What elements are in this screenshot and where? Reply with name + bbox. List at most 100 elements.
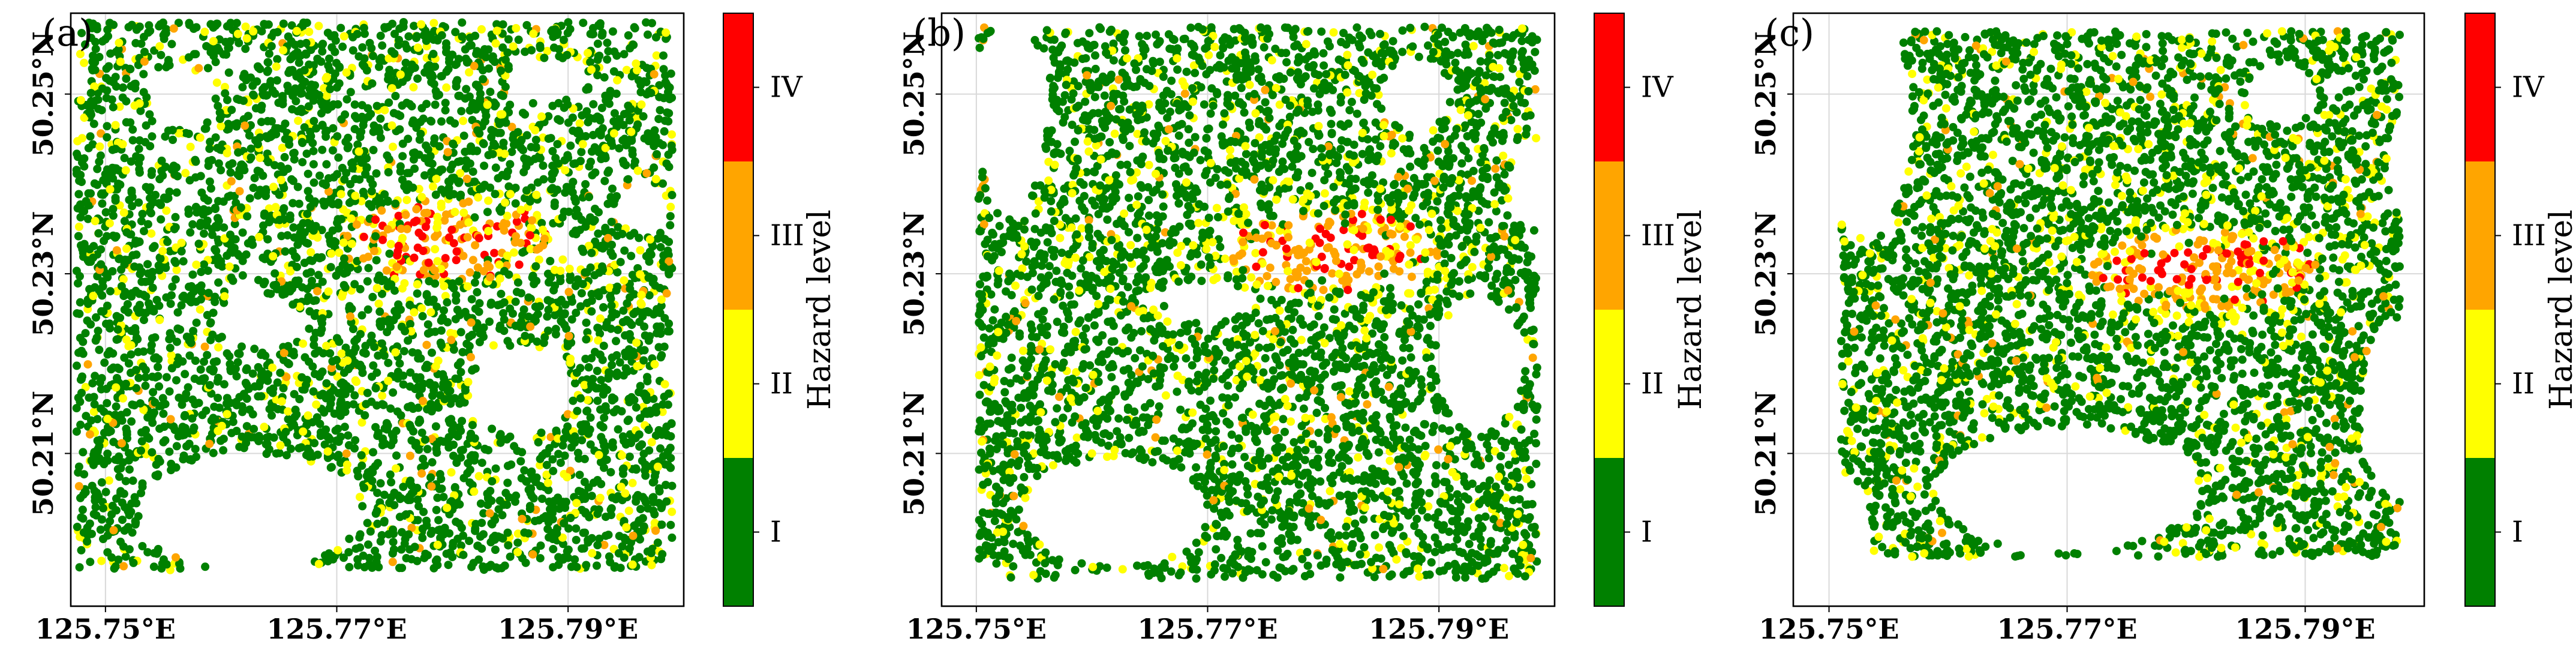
data-point-level-I — [584, 83, 593, 92]
data-point-level-I — [405, 382, 414, 391]
data-point-level-I — [164, 126, 173, 135]
data-point-level-I — [545, 497, 554, 506]
data-point-level-I — [536, 554, 545, 563]
data-point-level-I — [666, 212, 675, 221]
data-point-level-II — [587, 65, 596, 74]
data-point-level-II — [506, 190, 515, 199]
data-point-level-II — [637, 290, 646, 299]
data-point-level-I — [616, 257, 625, 266]
data-point-level-I — [291, 405, 300, 414]
data-point-level-I — [74, 279, 82, 288]
data-point-level-I — [640, 322, 649, 331]
data-point-level-I — [479, 74, 488, 83]
data-point-level-I — [506, 552, 515, 561]
data-point-level-I — [413, 289, 422, 298]
data-point-level-I — [433, 493, 442, 502]
data-point-level-I — [173, 308, 182, 317]
data-point-level-II — [474, 472, 483, 481]
data-point-level-IV — [424, 258, 433, 267]
data-point-level-I — [86, 132, 95, 141]
data-point-level-I — [429, 564, 438, 573]
data-point-level-I — [238, 83, 247, 92]
data-point-level-I — [148, 283, 157, 292]
data-point-level-I — [662, 422, 671, 431]
data-point-level-II — [209, 37, 218, 46]
data-point-level-I — [225, 161, 234, 169]
data-point-level-I — [205, 381, 214, 390]
data-point-level-I — [369, 121, 378, 130]
data-point-level-I — [145, 21, 154, 30]
data-point-level-I — [242, 422, 251, 431]
data-point-level-II — [484, 196, 493, 205]
data-point-level-I — [73, 522, 82, 531]
data-point-level-I — [653, 538, 662, 547]
data-point-level-III — [498, 221, 507, 230]
data-point-level-III — [430, 266, 439, 275]
data-point-level-I — [635, 442, 644, 451]
data-point-level-I — [217, 166, 226, 175]
data-point-level-I — [108, 501, 117, 510]
data-point-level-I — [143, 220, 152, 229]
data-point-level-I — [349, 348, 358, 357]
data-point-level-I — [151, 333, 160, 342]
data-point-level-I — [491, 190, 500, 199]
data-point-level-I — [257, 118, 266, 127]
data-point-level-III — [392, 262, 401, 271]
data-point-level-I — [642, 64, 651, 73]
data-point-level-I — [254, 63, 263, 72]
data-point-level-I — [468, 98, 477, 107]
data-point-level-I — [465, 537, 474, 546]
data-point-level-II — [196, 305, 205, 314]
data-point-level-I — [122, 408, 131, 417]
data-point-level-II — [268, 363, 277, 372]
data-point-level-I — [187, 298, 196, 307]
data-point-level-IV — [421, 223, 430, 231]
data-point-level-I — [606, 193, 615, 202]
data-point-level-I — [211, 203, 220, 212]
data-point-level-I — [185, 176, 194, 185]
data-point-level-I — [124, 23, 133, 32]
data-point-level-I — [504, 541, 513, 550]
data-point-level-I — [576, 226, 584, 234]
data-point-level-II — [483, 100, 492, 109]
data-point-level-I — [585, 113, 594, 122]
data-point-level-II — [633, 65, 641, 74]
data-point-level-I — [86, 558, 95, 567]
data-point-level-II — [354, 147, 363, 156]
panel-label: (a) — [42, 11, 93, 55]
data-point-level-I — [279, 384, 288, 393]
data-point-level-II — [322, 342, 331, 351]
data-point-level-I — [103, 456, 112, 465]
data-point-level-I — [501, 118, 510, 127]
data-point-level-II — [636, 270, 645, 279]
data-point-level-I — [563, 29, 572, 37]
data-point-level-I — [470, 177, 479, 186]
data-point-level-III — [486, 273, 495, 282]
data-point-level-I — [625, 438, 634, 447]
data-point-level-I — [154, 363, 163, 372]
data-point-level-I — [605, 166, 613, 175]
data-point-level-I — [163, 237, 172, 246]
data-point-level-I — [618, 542, 627, 551]
data-point-level-II — [277, 397, 286, 406]
data-point-level-I — [134, 373, 143, 382]
data-point-level-I — [234, 148, 243, 157]
data-point-level-I — [457, 107, 466, 116]
data-point-level-I — [250, 173, 259, 182]
data-point-level-I — [599, 423, 608, 432]
data-point-level-I — [587, 307, 596, 316]
data-point-level-I — [615, 358, 624, 367]
data-point-level-II — [594, 336, 603, 345]
data-point-level-I — [325, 54, 333, 63]
data-point-level-III — [473, 263, 482, 272]
data-point-level-I — [106, 19, 114, 28]
data-point-level-I — [429, 49, 438, 58]
data-point-level-I — [232, 401, 241, 410]
data-point-level-III — [564, 331, 573, 340]
data-point-level-II — [633, 166, 642, 175]
data-point-level-I — [488, 149, 497, 158]
data-point-level-I — [426, 328, 435, 337]
data-point-level-I — [282, 451, 291, 460]
data-point-level-I — [387, 76, 396, 85]
data-point-level-I — [238, 271, 247, 280]
